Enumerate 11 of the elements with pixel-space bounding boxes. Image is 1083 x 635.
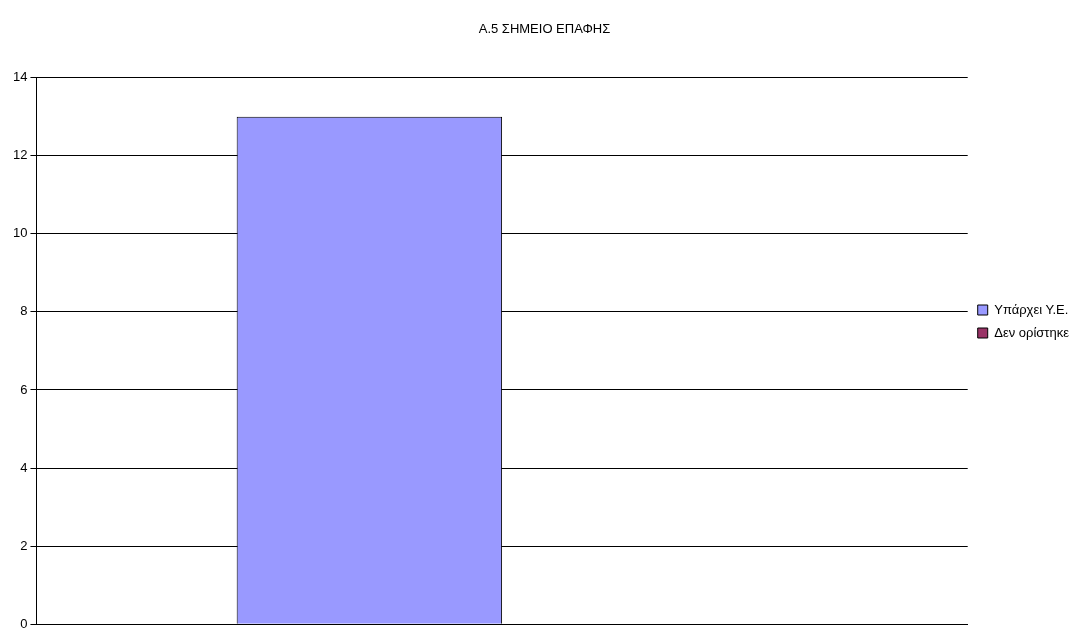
y-tick-label: 2 [20,537,28,553]
y-tick-label: 12 [12,147,28,163]
y-tick-label: 6 [20,381,28,397]
y-tick-label: 10 [12,225,28,241]
y-tick-label: 4 [20,459,28,475]
y-tick-label: 14 [12,69,28,85]
chart-title: Α.5 ΣΗΜΕΙΟ ΕΠΑΦΗΣ [478,21,611,37]
y-tick-label: 0 [20,615,28,631]
legend-label: Υπάρχει Υ.Ε. [994,301,1069,317]
y-tick-label: 8 [20,303,28,319]
legend-label: Δεν ορίστηκε [994,324,1070,340]
